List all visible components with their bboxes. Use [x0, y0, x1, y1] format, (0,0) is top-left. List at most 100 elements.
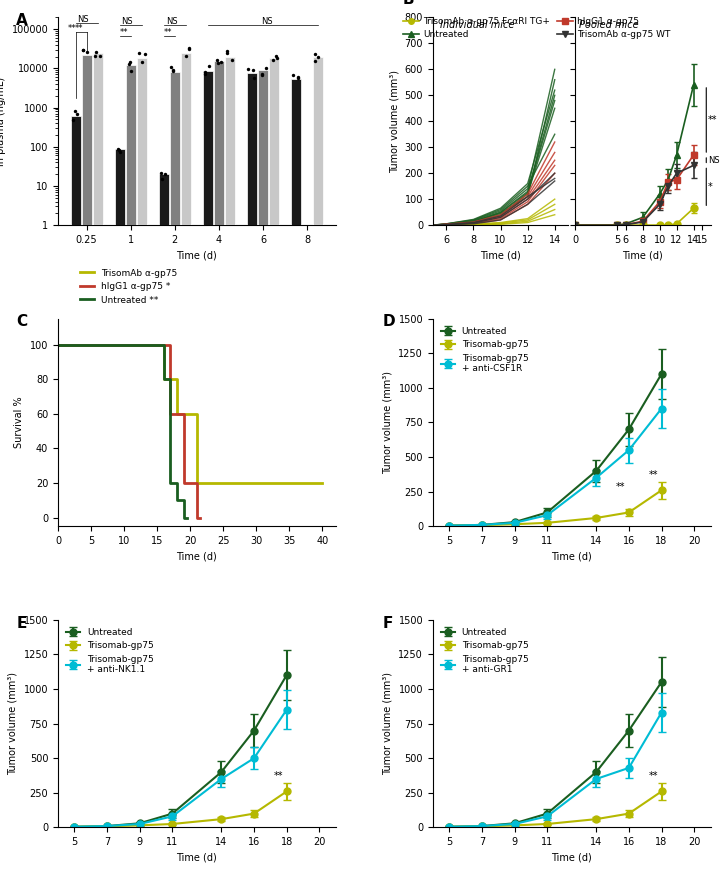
- Point: [137, 55, 149, 69]
- Point: [167, 64, 179, 78]
- Text: A: A: [17, 13, 28, 28]
- Text: *: *: [708, 182, 713, 192]
- Text: **: **: [68, 24, 77, 33]
- Point: [94, 49, 106, 63]
- X-axis label: Time (d): Time (d): [622, 250, 663, 260]
- Legend: Untreated, Trisomab-gp75, Trisomab-gp75
+ anti-CSF1R: Untreated, Trisomab-gp75, Trisomab-gp75 …: [437, 323, 532, 377]
- Text: Pooled mice: Pooled mice: [579, 20, 639, 30]
- Point: [203, 59, 215, 73]
- Text: **: **: [163, 28, 172, 37]
- Point: [123, 57, 134, 71]
- Point: [248, 63, 260, 77]
- Point: [183, 41, 195, 55]
- Text: Individual mice: Individual mice: [439, 20, 514, 30]
- Bar: [159, 174, 169, 871]
- Text: **: **: [616, 483, 626, 492]
- Point: [69, 104, 80, 118]
- Bar: [313, 57, 323, 871]
- Text: **: **: [649, 469, 658, 480]
- Text: **: **: [274, 771, 283, 781]
- Y-axis label: Survival %: Survival %: [14, 396, 25, 449]
- Legend: Untreated, Trisomab-gp75, Trisomab-gp75
+ anti-NK1.1: Untreated, Trisomab-gp75, Trisomab-gp75 …: [62, 625, 157, 678]
- Bar: [170, 72, 180, 871]
- Point: [271, 51, 283, 64]
- Text: D: D: [383, 314, 395, 329]
- Point: [112, 142, 124, 156]
- Point: [267, 53, 278, 67]
- Point: [113, 144, 125, 158]
- Point: [115, 145, 126, 159]
- Point: [78, 44, 89, 57]
- Point: [78, 43, 89, 57]
- Bar: [82, 55, 91, 871]
- Point: [221, 44, 233, 58]
- Point: [181, 49, 192, 63]
- X-axis label: Time (d): Time (d): [176, 250, 217, 260]
- Text: NS: NS: [122, 17, 133, 26]
- Point: [139, 47, 151, 61]
- Point: [155, 166, 167, 180]
- Text: F: F: [383, 616, 393, 631]
- Point: [256, 68, 268, 82]
- Text: B: B: [403, 0, 415, 8]
- Point: [167, 63, 179, 77]
- Text: NS: NS: [708, 156, 720, 165]
- Point: [226, 52, 238, 66]
- Y-axis label: Tumor volume (mm³): Tumor volume (mm³): [8, 672, 18, 775]
- Point: [91, 44, 102, 58]
- Point: [67, 113, 79, 127]
- Point: [199, 67, 211, 81]
- Bar: [93, 53, 102, 871]
- Point: [212, 53, 223, 67]
- Point: [292, 70, 304, 84]
- X-axis label: Time (d): Time (d): [480, 250, 521, 260]
- Text: **: **: [120, 28, 128, 37]
- Text: E: E: [17, 616, 27, 631]
- Bar: [137, 58, 146, 871]
- Point: [309, 47, 320, 61]
- Point: [292, 71, 304, 84]
- X-axis label: Time (d): Time (d): [551, 853, 592, 863]
- Point: [166, 60, 178, 74]
- X-axis label: Time (d): Time (d): [176, 551, 217, 562]
- Bar: [115, 149, 125, 871]
- Point: [81, 45, 93, 59]
- X-axis label: Time (d): Time (d): [551, 551, 592, 562]
- Text: C: C: [17, 314, 28, 329]
- Y-axis label: Tumor volume (mm³): Tumor volume (mm³): [383, 672, 393, 775]
- Point: [309, 54, 320, 68]
- Text: **: **: [75, 24, 83, 33]
- Point: [125, 64, 137, 78]
- Text: **: **: [708, 115, 718, 125]
- Text: NS: NS: [78, 16, 89, 24]
- Point: [256, 67, 268, 81]
- Y-axis label: Tumor volume (mm³): Tumor volume (mm³): [383, 371, 393, 474]
- Y-axis label: Tumor volume (mm³): Tumor volume (mm³): [389, 70, 399, 172]
- Point: [212, 57, 224, 71]
- Point: [72, 107, 83, 121]
- Bar: [247, 73, 257, 871]
- Bar: [214, 62, 224, 871]
- Text: **: **: [649, 771, 658, 781]
- Legend: Untreated, Trisomab-gp75, Trisomab-gp75
+ anti-GR1: Untreated, Trisomab-gp75, Trisomab-gp75 …: [437, 625, 532, 678]
- Bar: [225, 57, 235, 871]
- Legend: TrisomAb α-gp75, hIgG1 α-gp75 *, Untreated **: TrisomAb α-gp75, hIgG1 α-gp75 *, Untreat…: [76, 265, 181, 308]
- Point: [222, 45, 233, 59]
- Bar: [291, 78, 301, 871]
- Point: [183, 42, 195, 56]
- Bar: [70, 116, 80, 871]
- Bar: [125, 65, 136, 871]
- Point: [160, 167, 171, 181]
- Point: [125, 55, 136, 69]
- Bar: [258, 71, 268, 871]
- X-axis label: Time (d): Time (d): [176, 853, 217, 863]
- Point: [248, 71, 260, 85]
- Bar: [181, 53, 191, 871]
- Point: [243, 62, 254, 76]
- Text: NS: NS: [262, 17, 273, 26]
- Y-axis label: Antibody concentration
in plasma (ng/mL): Antibody concentration in plasma (ng/mL): [0, 64, 6, 179]
- Point: [157, 172, 168, 186]
- Bar: [269, 58, 279, 871]
- Bar: [203, 71, 213, 871]
- Point: [312, 50, 324, 64]
